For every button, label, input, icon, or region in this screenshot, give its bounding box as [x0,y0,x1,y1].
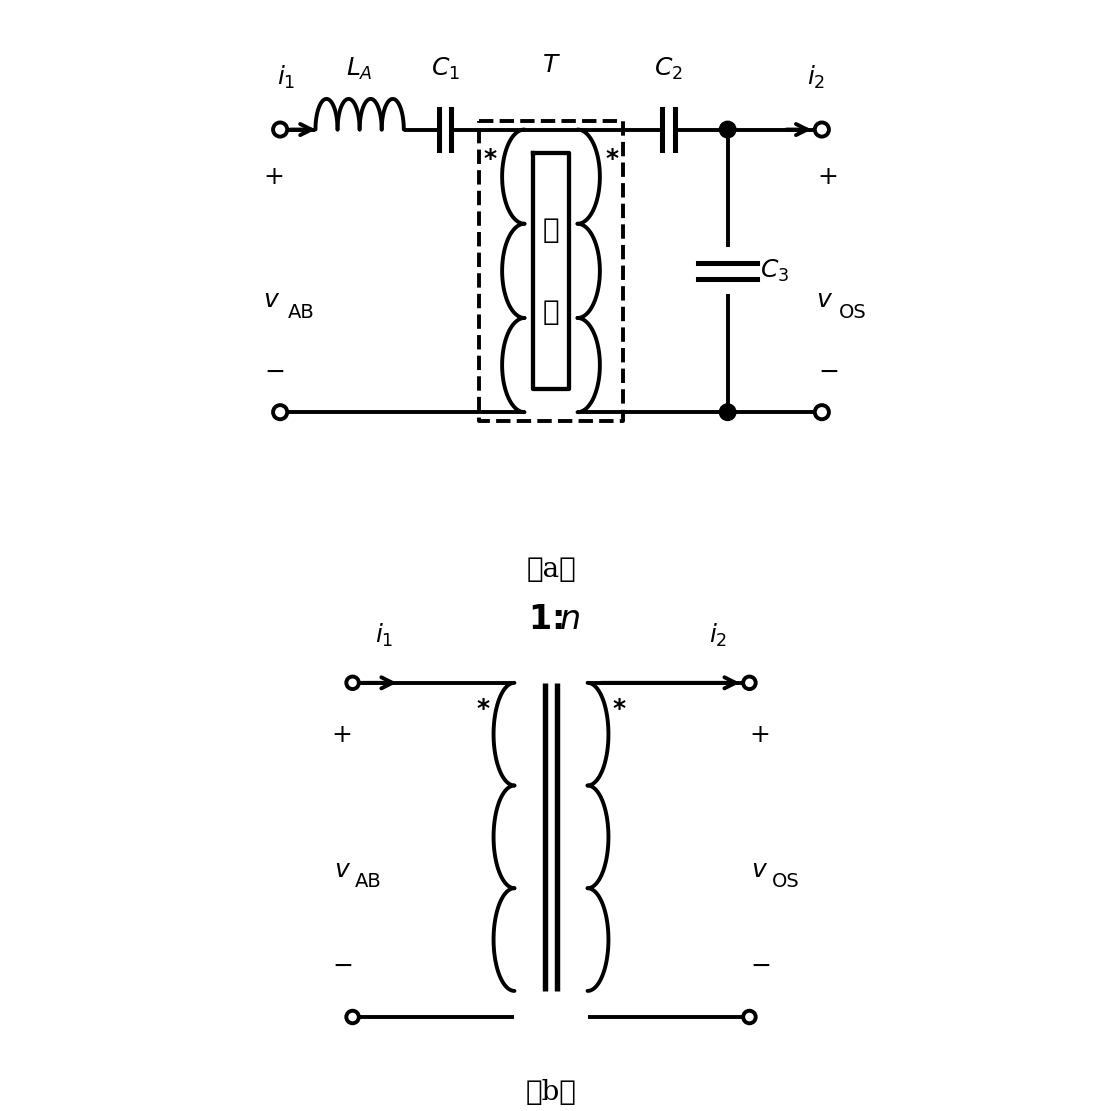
Text: AB: AB [288,302,314,321]
Text: $-$: $-$ [749,953,770,977]
Text: $\mathbf{\mathit{n}}$: $\mathbf{\mathit{n}}$ [559,603,580,635]
Text: $C_3$: $C_3$ [760,258,789,284]
Text: $-$: $-$ [332,953,353,977]
Text: OS: OS [773,872,800,891]
Text: （a）: （a） [526,556,576,583]
Text: *: * [476,697,489,721]
Text: +: + [332,723,353,747]
Text: +: + [818,164,839,189]
Text: $\mathbf{1}$: $\mathbf{1}$ [528,603,551,635]
Text: *: * [613,697,626,721]
Text: $i_2$: $i_2$ [807,64,825,91]
Text: $i_1$: $i_1$ [375,622,393,649]
Text: $L_A$: $L_A$ [346,57,372,82]
Text: $-$: $-$ [264,359,284,383]
Circle shape [720,404,736,420]
Text: $-$: $-$ [818,359,838,383]
Text: 气: 气 [542,216,560,243]
Text: $i_2$: $i_2$ [709,622,727,649]
Text: $i_1$: $i_1$ [277,64,295,91]
Circle shape [720,121,736,138]
Text: $C_1$: $C_1$ [431,57,460,82]
Text: $v$: $v$ [752,859,768,882]
Text: *: * [484,147,497,171]
Text: AB: AB [355,872,381,891]
Text: $v$: $v$ [334,859,350,882]
Text: 隙: 隙 [542,298,560,327]
Text: （b）: （b） [526,1079,576,1105]
Text: *: * [605,147,618,171]
Text: +: + [749,723,770,747]
Text: +: + [263,164,284,189]
Text: $T$: $T$ [541,53,561,77]
Text: $C_2$: $C_2$ [655,57,683,82]
Text: $\mathbf{:}$: $\mathbf{:}$ [544,603,563,635]
Text: $v$: $v$ [817,289,833,312]
Text: OS: OS [839,302,866,321]
Text: $v$: $v$ [262,289,280,312]
